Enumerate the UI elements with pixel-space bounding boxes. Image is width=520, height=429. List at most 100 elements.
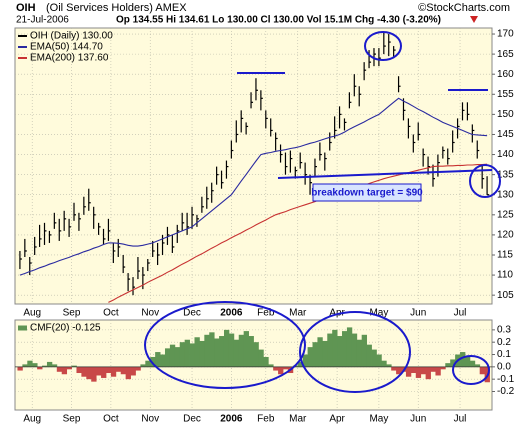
annotation-ellipse	[364, 31, 402, 61]
cmf-bar	[469, 360, 476, 367]
cmf-bar	[174, 347, 181, 367]
x-tick-label: May	[369, 414, 388, 425]
panel-background	[14, 27, 493, 305]
cmf-bar	[214, 338, 220, 367]
cmf-bar	[66, 366, 72, 370]
cmf-bar	[110, 366, 117, 377]
cmf-bar	[32, 363, 38, 367]
x-tick-label: Aug	[23, 308, 41, 319]
x-tick-label: Feb	[257, 308, 275, 319]
legend-label: OIH (Daily) 130.00	[30, 31, 113, 42]
cmf-bar	[101, 366, 107, 378]
cmf-bar	[327, 333, 333, 367]
annotation-ellipse	[299, 311, 411, 393]
cmf-bar	[238, 334, 245, 367]
x-tick-label: Jul	[454, 308, 467, 319]
x-tick-label: Oct	[103, 308, 119, 319]
x-tick-label: Sep	[63, 308, 81, 319]
cmf-bar	[435, 366, 441, 376]
cmf-bar	[155, 352, 161, 367]
cmf-bar	[199, 340, 205, 367]
cmf-bar	[346, 327, 353, 367]
cmf-bar	[381, 360, 387, 367]
symbol: OIH	[16, 2, 36, 14]
y-tick-label: 130	[497, 189, 514, 200]
cmf-bar	[474, 364, 481, 367]
x-tick-label: Jul	[454, 414, 467, 425]
cmf-bar	[71, 365, 77, 367]
cmf-bar	[86, 366, 92, 380]
cmf-bar	[46, 361, 53, 367]
cmf-bar	[81, 366, 87, 377]
cmf-bar	[366, 344, 372, 367]
cmf-bar	[361, 334, 368, 367]
cmf-bar	[96, 366, 102, 376]
cmf-bar	[278, 366, 284, 375]
callout-text: breakdown target = $90	[311, 188, 423, 199]
legend-label: EMA(200) 137.60	[30, 53, 109, 64]
x-tick-label: Oct	[103, 414, 119, 425]
y-tick-label: 140	[497, 149, 514, 160]
cmf-bar	[337, 336, 343, 367]
cmf-bar	[22, 364, 28, 367]
cmf-bar	[273, 366, 279, 371]
cmf-bar	[169, 344, 176, 367]
plot-area	[15, 320, 492, 410]
annotation-ellipse	[452, 355, 490, 385]
ema-line	[108, 163, 488, 303]
y-tick-label: 0.2	[497, 337, 511, 348]
cmf-bar	[297, 361, 304, 367]
cmf-bar	[450, 359, 456, 367]
cmf-bar	[51, 364, 58, 367]
cmf-bar	[307, 347, 313, 367]
cmf-bar	[376, 354, 382, 367]
cmf-bar	[125, 366, 131, 380]
cmf-bar	[204, 334, 210, 367]
cmf-bar	[219, 336, 225, 367]
cmf-bar	[105, 366, 112, 374]
cmf-bar	[283, 366, 289, 370]
y-tick-label: 0.1	[497, 349, 511, 360]
x-tick-label: Dec	[183, 414, 201, 425]
y-tick-label: 165	[497, 49, 514, 60]
cmf-bar	[42, 365, 48, 367]
security-name: (Oil Services Holders) AMEX	[46, 2, 187, 14]
cmf-bar	[317, 337, 323, 367]
ema-line	[19, 97, 488, 276]
cmf-bar	[76, 366, 82, 374]
annotation-ellipse	[144, 301, 306, 389]
y-tick-label: 145	[497, 129, 514, 140]
cmf-bar	[164, 348, 171, 367]
y-tick-label: 0.0	[497, 361, 511, 372]
cmf-bar	[160, 354, 166, 367]
y-tick-label: 110	[497, 270, 513, 281]
y-tick-label: 150	[497, 109, 514, 120]
cmf-bar	[460, 352, 466, 367]
cmf-bar	[248, 336, 254, 367]
cmf-bar	[179, 342, 186, 367]
legend-label: EMA(50) 144.70	[30, 42, 103, 53]
y-tick-label: -0.2	[497, 386, 515, 397]
x-tick-label: Jun	[410, 414, 426, 425]
cmf-bar	[386, 364, 392, 367]
cmf-bar	[425, 366, 431, 380]
cmf-bar	[464, 356, 471, 367]
quote: Op 134.55 Hi 134.61 Lo 130.00 Cl 130.00 …	[116, 15, 441, 26]
y-tick-label: 0.3	[497, 325, 511, 336]
cmf-bar	[258, 349, 264, 367]
legend-label: CMF(20) -0.125	[30, 323, 101, 334]
cmf-bar	[342, 331, 348, 367]
cmf-bar	[61, 366, 68, 375]
cmf-bar	[312, 342, 318, 367]
y-tick-label: 115	[497, 250, 513, 261]
cmf-bar	[243, 331, 249, 367]
cmf-bar	[396, 366, 402, 375]
annotation-ellipse	[469, 164, 501, 198]
cmf-bar	[184, 339, 190, 367]
x-tick-label: Feb	[257, 414, 275, 425]
cmf-bar	[130, 366, 136, 376]
cmf-bar	[223, 329, 230, 367]
down-arrow	[470, 16, 478, 23]
cmf-bar	[209, 332, 215, 367]
